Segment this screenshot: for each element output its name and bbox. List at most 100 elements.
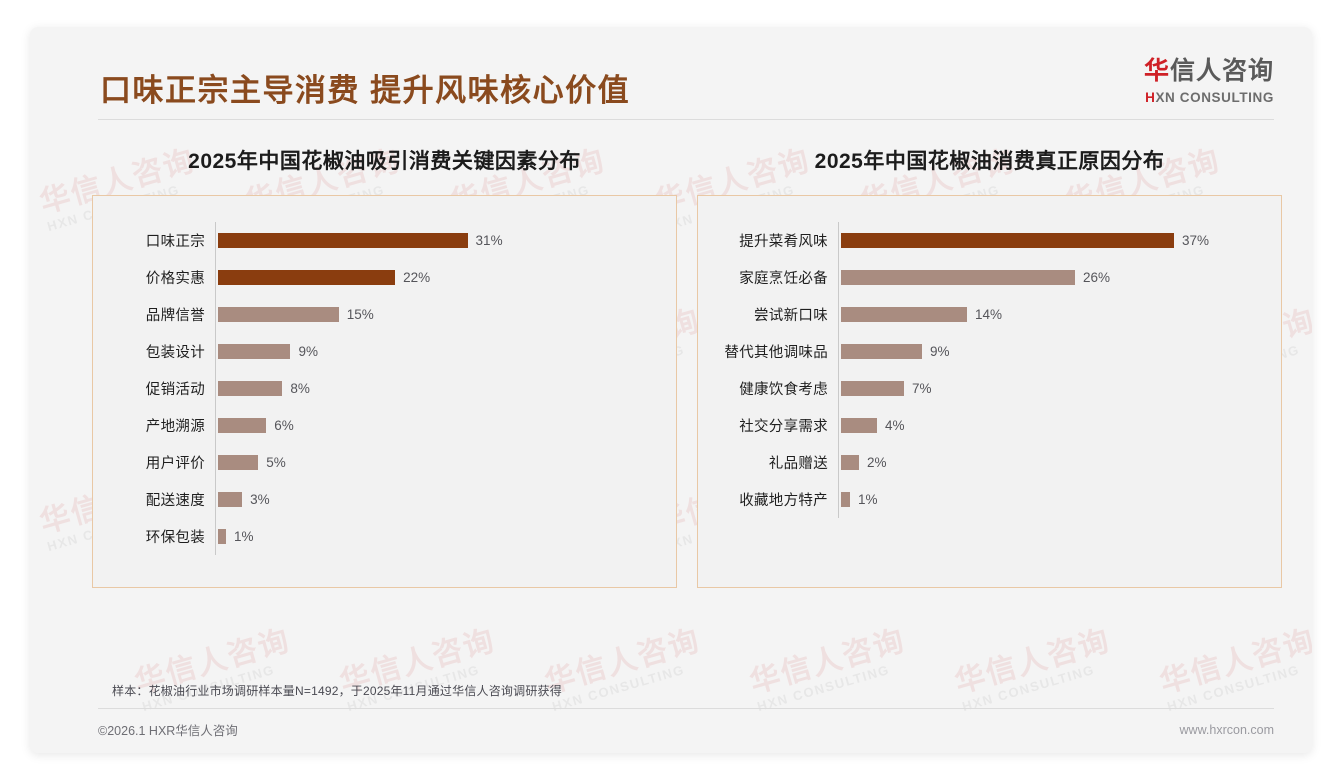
bar-track: 9%	[215, 333, 662, 370]
bar-value-label: 9%	[298, 344, 318, 359]
bar-fill	[218, 307, 339, 322]
bar-track: 31%	[215, 222, 662, 259]
bar-value-label: 31%	[475, 233, 503, 248]
bar-track: 4%	[838, 407, 1267, 444]
bar-row: 提升菜肴风味 37%	[698, 222, 1267, 259]
bar-fill	[218, 455, 259, 470]
bar-row: 配送速度 3%	[93, 481, 662, 518]
slide-canvas: 华信人咨询 HXN CONSULTING 华信人咨询 HXN CONSULTING华信…	[30, 27, 1312, 753]
logo-english: HXN CONSULTING	[1144, 91, 1274, 105]
bar-track: 7%	[838, 370, 1267, 407]
company-logo: 华信人咨询 HXN CONSULTING	[1144, 59, 1274, 105]
bar-fill	[218, 270, 396, 285]
bar-fill	[841, 418, 877, 433]
bar-track: 2%	[838, 444, 1267, 481]
bar-value-label: 8%	[290, 381, 310, 396]
bar-category-label: 产地溯源	[145, 419, 205, 435]
bar-rows-right: 提升菜肴风味 37% 家庭烹饪必备 26% 尝试新口味 14% 替代其他调味品 9% 健康饮食考…	[698, 222, 1267, 565]
footer-divider	[98, 708, 1274, 709]
bar-value-label: 22%	[403, 270, 431, 285]
bar-category-label: 替代其他调味品	[724, 345, 828, 361]
chart-panel-right: 提升菜肴风味 37% 家庭烹饪必备 26% 尝试新口味 14% 替代其他调味品 9% 健康饮食考…	[697, 195, 1282, 588]
bar-fill	[218, 233, 468, 248]
bar-track: 37%	[838, 222, 1267, 259]
page-title: 口味正宗主导消费 提升风味核心价值	[100, 73, 631, 108]
bar-category-label: 社交分享需求	[739, 419, 828, 435]
bar-category-label: 配送速度	[145, 493, 205, 509]
bar-fill	[841, 344, 922, 359]
website-text: www.hxrcon.com	[1179, 722, 1274, 737]
bar-fill	[841, 307, 967, 322]
bar-row: 家庭烹饪必备 26%	[698, 259, 1267, 296]
bar-category-label: 家庭烹饪必备	[739, 271, 828, 287]
bar-category-label: 收藏地方特产	[739, 493, 828, 509]
bar-row: 口味正宗 31%	[93, 222, 662, 259]
bar-value-label: 9%	[930, 344, 950, 359]
bar-row: 收藏地方特产 1%	[698, 481, 1267, 518]
bar-category-label: 礼品赠送	[768, 456, 828, 472]
bar-track: 1%	[838, 481, 1267, 518]
logo-english-rest: XN CONSULTING	[1155, 90, 1274, 105]
bar-row: 礼品赠送 2%	[698, 444, 1267, 481]
bar-track: 5%	[215, 444, 662, 481]
bar-rows-left: 口味正宗 31% 价格实惠 22% 品牌信誉 15% 包装设计 9% 促销活动 8% 产地溯源 6% 用…	[93, 222, 662, 565]
bar-value-label: 37%	[1182, 233, 1210, 248]
bar-track: 26%	[838, 259, 1267, 296]
bar-category-label: 用户评价	[145, 456, 205, 472]
bar-category-label: 健康饮食考虑	[739, 382, 828, 398]
bar-value-label: 5%	[266, 455, 286, 470]
bar-row: 促销活动 8%	[93, 370, 662, 407]
bar-fill	[841, 270, 1075, 285]
bar-category-label: 环保包装	[145, 530, 205, 546]
bar-fill	[218, 492, 243, 507]
bar-fill	[218, 529, 227, 544]
bar-fill	[841, 492, 850, 507]
bar-row: 健康饮食考虑 7%	[698, 370, 1267, 407]
bar-value-label: 26%	[1083, 270, 1111, 285]
bar-category-label: 包装设计	[145, 345, 205, 361]
slide-header: 口味正宗主导消费 提升风味核心价值 华信人咨询 HXN CONSULTING	[30, 27, 1312, 145]
bar-category-label: 价格实惠	[145, 271, 205, 287]
logo-chinese-red-char: 华	[1143, 57, 1170, 85]
bar-value-label: 15%	[346, 307, 374, 322]
chart-panel-left: 口味正宗 31% 价格实惠 22% 品牌信誉 15% 包装设计 9% 促销活动 8% 产地溯源 6% 用…	[92, 195, 677, 588]
bar-track: 8%	[215, 370, 662, 407]
slide-footer: ©2026.1 HXR华信人咨询 www.hxrcon.com	[98, 720, 1274, 739]
bar-row: 产地溯源 6%	[93, 407, 662, 444]
logo-chinese-rest: 信人咨询	[1169, 57, 1274, 85]
bar-track: 9%	[838, 333, 1267, 370]
charts-area: 2025年中国花椒油吸引消费关键因素分布 口味正宗 31% 价格实惠 22% 品牌信誉 1…	[30, 145, 1312, 675]
chart-column-right: 2025年中国花椒油消费真正原因分布 提升菜肴风味 37% 家庭烹饪必备 26% 尝试新…	[697, 145, 1282, 588]
bar-category-label: 尝试新口味	[754, 308, 828, 324]
copyright-text: ©2026.1 HXR华信人咨询	[98, 724, 238, 738]
bar-value-label: 7%	[912, 381, 932, 396]
chart-title-left: 2025年中国花椒油吸引消费关键因素分布	[188, 150, 581, 173]
bar-fill	[218, 418, 267, 433]
bar-track: 14%	[838, 296, 1267, 333]
sample-footnote: 样本：花椒油行业市场调研样本量N=1492，于2025年11月通过华信人咨询调研…	[112, 684, 562, 698]
header-divider	[98, 119, 1274, 120]
bar-track: 15%	[215, 296, 662, 333]
bar-row: 用户评价 5%	[93, 444, 662, 481]
bar-category-label: 品牌信誉	[145, 308, 205, 324]
bar-value-label: 2%	[867, 455, 887, 470]
bar-row: 尝试新口味 14%	[698, 296, 1267, 333]
bar-row: 社交分享需求 4%	[698, 407, 1267, 444]
bar-fill	[841, 233, 1174, 248]
bar-track: 22%	[215, 259, 662, 296]
bar-category-label: 提升菜肴风味	[739, 234, 828, 250]
bar-row: 品牌信誉 15%	[93, 296, 662, 333]
bar-fill	[218, 381, 283, 396]
bar-value-label: 1%	[858, 492, 878, 507]
bar-value-label: 1%	[234, 529, 254, 544]
bar-row: 包装设计 9%	[93, 333, 662, 370]
bar-row: 替代其他调味品 9%	[698, 333, 1267, 370]
bar-fill	[841, 381, 904, 396]
bar-track: 1%	[215, 518, 662, 555]
bar-value-label: 14%	[975, 307, 1003, 322]
bar-value-label: 3%	[250, 492, 270, 507]
chart-title-right: 2025年中国花椒油消费真正原因分布	[814, 150, 1165, 173]
logo-english-red-char: H	[1145, 90, 1156, 105]
bar-fill	[218, 344, 291, 359]
bar-fill	[841, 455, 859, 470]
